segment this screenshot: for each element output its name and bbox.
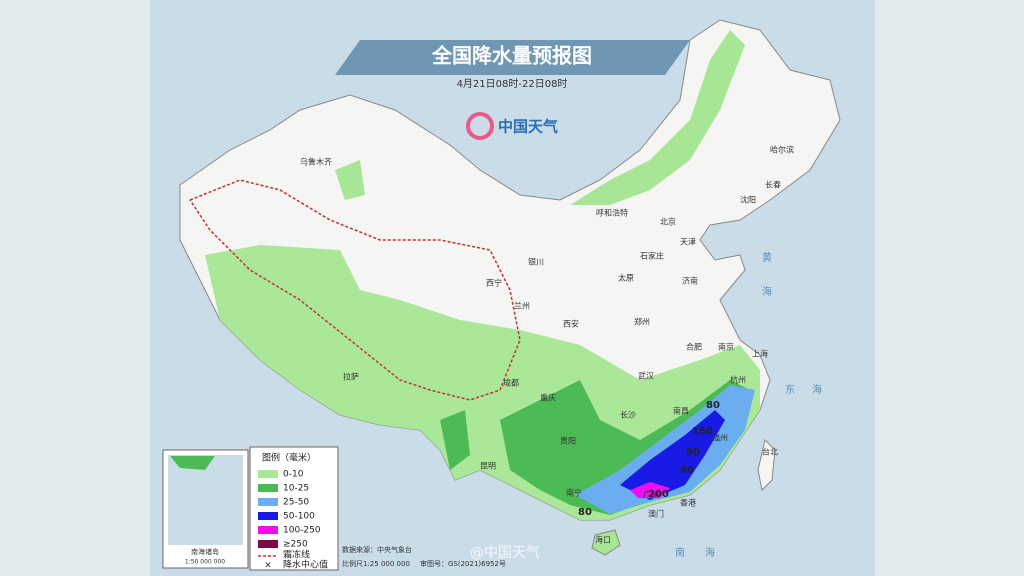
rain-0-10-ne bbox=[570, 30, 745, 205]
city: 呼和浩特 bbox=[596, 208, 628, 218]
legend-item: 25-50 bbox=[283, 498, 309, 508]
rain-100-250 bbox=[630, 482, 670, 498]
city: 郑州 bbox=[634, 317, 650, 327]
legend-item: 100-250 bbox=[283, 526, 321, 536]
inset-scale: 1:50 000 000 bbox=[185, 559, 225, 566]
city: 长沙 bbox=[620, 410, 636, 420]
city: 南宁 bbox=[566, 488, 582, 498]
city: 太原 bbox=[618, 273, 634, 283]
rain-10-25-w bbox=[440, 410, 470, 470]
hainan bbox=[591, 529, 621, 556]
city: 南京 bbox=[718, 342, 734, 352]
footer-source: 数据来源：中央气象台 bbox=[342, 545, 412, 554]
city: 银川 bbox=[528, 257, 544, 267]
title-banner bbox=[335, 40, 690, 75]
blur-left bbox=[0, 0, 150, 576]
city: 台北 bbox=[762, 447, 778, 457]
legend-swatch bbox=[258, 498, 278, 506]
brand-logo bbox=[466, 112, 494, 140]
city: 广州 bbox=[643, 490, 659, 500]
city: 香港 bbox=[680, 498, 696, 508]
city: 北京 bbox=[660, 217, 676, 227]
watermark: @中国天气 bbox=[470, 545, 540, 561]
city: 澳门 bbox=[648, 509, 664, 519]
legend-swatch bbox=[258, 484, 278, 492]
city: 福州 bbox=[712, 434, 728, 443]
blur-right bbox=[875, 0, 1024, 576]
city: 南昌 bbox=[673, 406, 689, 416]
rain-0-10-xj bbox=[335, 160, 365, 200]
precip-center: 90 bbox=[680, 465, 694, 476]
subtitle: 4月21日08时-22日08时 bbox=[457, 78, 568, 90]
legend-swatch bbox=[258, 540, 278, 548]
city: 乌鲁木齐 bbox=[300, 157, 332, 167]
city: 重庆 bbox=[540, 393, 556, 403]
precip-centers: 80 150 90 90 200 80 bbox=[578, 400, 720, 518]
legend-title: 图例（毫米） bbox=[262, 452, 316, 464]
city: 杭州 bbox=[730, 375, 746, 385]
legend-item: 霜冻线 bbox=[283, 549, 310, 561]
city: 哈尔滨 bbox=[770, 145, 794, 155]
rain-50-100 bbox=[620, 410, 725, 500]
precip-center: 200 bbox=[648, 489, 669, 500]
precip-center: 150 bbox=[692, 426, 713, 437]
sea-label: 东 bbox=[785, 383, 795, 396]
city: 沈阳 bbox=[740, 195, 756, 205]
sea-label: 南 bbox=[675, 546, 685, 559]
sea-label: 海 bbox=[812, 383, 822, 396]
sea-labels: 黄 海 东 海 南 海 bbox=[675, 251, 822, 559]
city: 成都 bbox=[503, 378, 519, 388]
city: 西宁 bbox=[486, 278, 502, 288]
city: 西安 bbox=[563, 319, 579, 329]
legend-item: 降水中心值 bbox=[283, 559, 328, 571]
city: 贵阳 bbox=[560, 436, 576, 446]
legend-swatch bbox=[258, 526, 278, 534]
legend-cross: × bbox=[264, 561, 272, 571]
legend-box bbox=[249, 446, 339, 571]
legend-item: 10-25 bbox=[283, 484, 309, 494]
inset-label: 南海诸岛 bbox=[191, 547, 219, 556]
city-labels: 乌鲁木齐 哈尔滨 长春 沈阳 呼和浩特 北京 天津 石家庄 银川 西宁 兰州 太… bbox=[300, 145, 794, 545]
city: 昆明 bbox=[480, 462, 496, 471]
precip-center: 80 bbox=[706, 400, 720, 411]
sea-label: 海 bbox=[762, 285, 772, 298]
inset-land bbox=[170, 456, 215, 470]
brand: 中国天气 bbox=[498, 118, 558, 136]
city: 武汉 bbox=[638, 371, 654, 381]
footer-scale: 比例尺1:25 000 000 bbox=[342, 559, 410, 568]
city: 天津 bbox=[680, 237, 696, 247]
legend-swatch bbox=[258, 470, 278, 478]
taiwan bbox=[757, 439, 776, 492]
city: 合肥 bbox=[686, 342, 702, 352]
city: 长春 bbox=[765, 180, 781, 190]
sea-label: 海 bbox=[705, 546, 715, 559]
sea-label: 黄 bbox=[762, 251, 772, 264]
frost-line bbox=[189, 179, 521, 401]
city: 石家庄 bbox=[640, 251, 664, 261]
legend-item: 0-10 bbox=[283, 470, 304, 480]
precip-center: 80 bbox=[578, 507, 592, 518]
footer-approval: 审图号：GS(2021)6952号 bbox=[420, 559, 506, 568]
city: 海口 bbox=[595, 535, 611, 545]
precip-center: 90 bbox=[686, 447, 700, 458]
inset-sea bbox=[168, 455, 243, 545]
title: 全国降水量预报图 bbox=[431, 44, 592, 68]
city: 兰州 bbox=[514, 301, 530, 311]
legend-swatch bbox=[258, 512, 278, 520]
city: 拉萨 bbox=[343, 372, 359, 382]
legend-item: 50-100 bbox=[283, 512, 315, 522]
city: 上海 bbox=[752, 349, 768, 359]
city: 济南 bbox=[682, 276, 698, 286]
legend-item: ≥250 bbox=[283, 540, 308, 550]
